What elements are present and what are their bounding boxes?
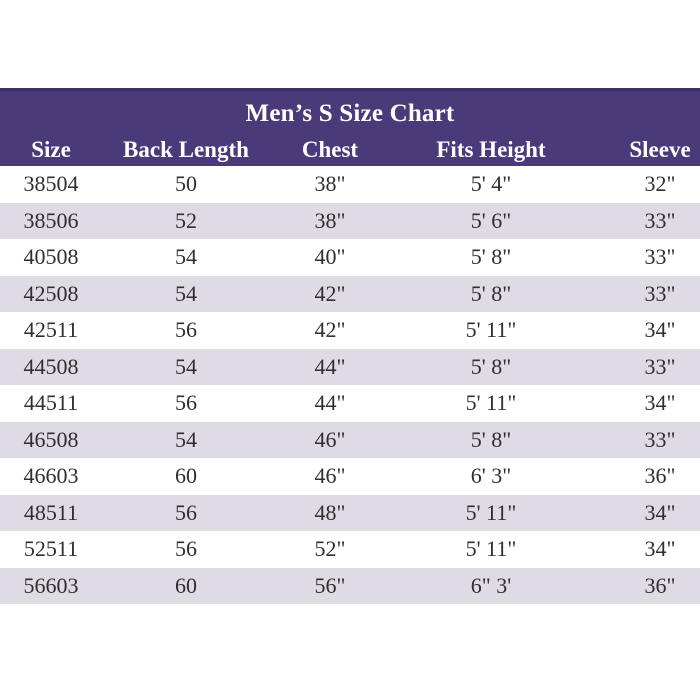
- table-cell: 56603: [23, 572, 79, 598]
- column-header-chest: Chest: [301, 137, 359, 162]
- table-cell: 52": [314, 536, 346, 561]
- table-cell: 40": [314, 244, 346, 269]
- table-cell: 38504: [23, 171, 79, 196]
- column-header-size: Size: [31, 137, 71, 162]
- table-cell: 56": [314, 572, 346, 598]
- table-cell: 36": [644, 572, 676, 598]
- column-header-back-length: Back Length: [123, 137, 249, 162]
- table-cell: 46": [314, 463, 346, 488]
- table-cell: 5' 6": [470, 207, 512, 233]
- table-cell: 33": [644, 426, 676, 452]
- table-cell: 54: [175, 353, 197, 379]
- table-row: 56603 60 56" 6" 3' 36": [0, 567, 700, 604]
- table-cell: 56: [175, 390, 197, 415]
- table-cell: 5' 8": [470, 244, 512, 269]
- table-cell: 33": [644, 244, 676, 269]
- table-row: 38506 52 38" 5' 6" 33": [0, 202, 700, 239]
- table-cell: 34": [644, 317, 676, 342]
- table-cell: 42508: [23, 280, 79, 306]
- table-cell: 5' 4": [470, 171, 512, 196]
- table-cell: 6' 3": [470, 463, 512, 488]
- table-cell: 54: [175, 280, 197, 306]
- table-cell: 48511: [23, 499, 79, 525]
- table-cell: 46508: [23, 426, 79, 452]
- table-cell: 34": [644, 499, 676, 525]
- table-cell: 44": [314, 353, 346, 379]
- table-cell: 32": [644, 171, 676, 196]
- table-cell: 46603: [23, 463, 79, 488]
- table-cell: 5' 11": [465, 390, 517, 415]
- table-cell: 50: [175, 171, 197, 196]
- table-cell: 5' 8": [470, 353, 512, 379]
- table-cell: 52511: [23, 536, 79, 561]
- table-cell: 42": [314, 280, 346, 306]
- table-cell: 42511: [23, 317, 79, 342]
- table-cell: 34": [644, 536, 676, 561]
- table-row: 52511 56 52" 5' 11" 34": [0, 531, 700, 568]
- table-cell: 44": [314, 390, 346, 415]
- table-row: 42511 56 42" 5' 11" 34": [0, 312, 700, 349]
- table-cell: 5' 11": [465, 317, 517, 342]
- table-cell: 5' 11": [465, 499, 517, 525]
- table-header-row: Size Back Length Chest Fits Height Sleev…: [0, 133, 700, 166]
- table-cell: 60: [175, 463, 197, 488]
- table-cell: 40508: [23, 244, 79, 269]
- table-row: 46603 60 46" 6' 3" 36": [0, 458, 700, 495]
- table-cell: 5' 11": [465, 536, 517, 561]
- table-row: 40508 54 40" 5' 8" 33": [0, 239, 700, 276]
- table-row: 46508 54 46" 5' 8" 33": [0, 421, 700, 458]
- table-cell: 42": [314, 317, 346, 342]
- table-cell: 33": [644, 280, 676, 306]
- table-cell: 56: [175, 317, 197, 342]
- column-header-sleeve: Sleeve: [629, 137, 691, 162]
- table-row: 38504 50 38" 5' 4" 32": [0, 166, 700, 203]
- table-cell: 38506: [23, 207, 79, 233]
- table-cell: 46": [314, 426, 346, 452]
- table-cell: 6" 3': [470, 572, 512, 598]
- table-cell: 36": [644, 463, 676, 488]
- table-cell: 34": [644, 390, 676, 415]
- table-cell: 54: [175, 244, 197, 269]
- table-cell: 33": [644, 207, 676, 233]
- table-cell: 38": [314, 171, 346, 196]
- table-cell: 56: [175, 499, 197, 525]
- table-header-band: Men’s S Size Chart Size Back Length Ches…: [0, 88, 700, 166]
- table-cell: 33": [644, 353, 676, 379]
- chart-title: Men’s S Size Chart: [245, 100, 455, 127]
- table-cell: 44508: [23, 353, 79, 379]
- table-row: 44511 56 44" 5' 11" 34": [0, 385, 700, 422]
- table-cell: 5' 8": [470, 280, 512, 306]
- table-cell: 5' 8": [470, 426, 512, 452]
- table-row: 42508 54 42" 5' 8" 33": [0, 275, 700, 312]
- table-cell: 56: [175, 536, 197, 561]
- table-cell: 60: [175, 572, 197, 598]
- table-cell: 44511: [23, 390, 79, 415]
- table-cell: 54: [175, 426, 197, 452]
- table-row: 44508 54 44" 5' 8" 33": [0, 348, 700, 385]
- table-cell: 48": [314, 499, 346, 525]
- table-cell: 38": [314, 207, 346, 233]
- table-body: 38504 50 38" 5' 4" 32" 38506 52 38" 5' 6" 33" 4050…: [0, 166, 700, 604]
- column-header-fits-height: Fits Height: [436, 137, 546, 162]
- table-row: 48511 56 48" 5' 11" 34": [0, 494, 700, 531]
- table-cell: 52: [175, 207, 197, 233]
